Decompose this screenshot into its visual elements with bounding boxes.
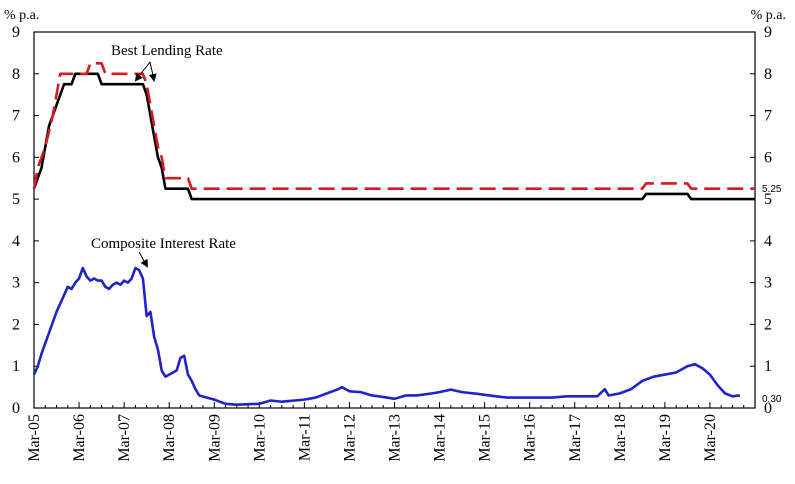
right-tick-label-4: 4	[764, 233, 772, 250]
left-tick-label-0: 0	[12, 400, 20, 417]
left-tick-label-9: 9	[12, 24, 20, 41]
x-tick-label-5: Mar-10	[251, 414, 268, 462]
right-unit-label: % p.a.	[751, 8, 786, 23]
end-label-best-lending-rate: 5.25	[762, 184, 782, 195]
right-tick-label-1: 1	[764, 358, 772, 375]
x-tick-label-10: Mar-15	[477, 414, 494, 462]
right-tick-label-7: 7	[764, 108, 772, 125]
x-tick-label-14: Mar-19	[657, 414, 674, 462]
x-tick-label-8: Mar-13	[387, 414, 404, 462]
best-lending-rate-arrow-1	[134, 61, 151, 82]
best-lending-rate-label: Best Lending Rate	[111, 43, 223, 59]
best-lending-rate-upper-line	[32, 62, 755, 190]
x-axis: Mar-05 Mar-06 Mar-07 Mar-08 Mar-09 Mar-10 Mar-…	[26, 402, 756, 462]
left-tick-label-3: 3	[12, 275, 20, 292]
x-tick-label-7: Mar-12	[341, 414, 358, 462]
left-axis: 0 1 2 3 4 5 6 7 8 9	[12, 24, 39, 417]
best-lending-rate-lower-line	[32, 72, 755, 201]
plot-frame	[33, 31, 756, 409]
x-tick-label-6: Mar-11	[296, 414, 313, 461]
best-lending-rate-arrow-2	[148, 61, 157, 82]
x-tick-label-11: Mar-16	[522, 414, 539, 462]
x-tick-label-15: Mar-20	[702, 414, 719, 462]
series-layer	[32, 62, 755, 406]
left-tick-label-8: 8	[12, 66, 20, 83]
right-tick-label-2: 2	[764, 316, 772, 333]
right-tick-label-8: 8	[764, 66, 772, 83]
x-tick-label-13: Mar-18	[612, 414, 629, 462]
right-axis: 0 1 2 3 4 5 6 7 8 9	[750, 24, 772, 417]
composite-interest-rate-label: Composite Interest Rate	[91, 236, 236, 252]
right-tick-label-6: 6	[764, 149, 772, 166]
left-unit-label: % p.a.	[4, 8, 39, 23]
right-tick-label-5: 5	[764, 191, 772, 208]
x-tick-label-9: Mar-14	[432, 414, 449, 462]
x-tick-label-1: Mar-06	[71, 414, 88, 462]
x-tick-label-3: Mar-08	[161, 414, 178, 462]
x-tick-label-0: Mar-05	[26, 414, 43, 462]
left-tick-label-5: 5	[12, 191, 20, 208]
left-tick-label-2: 2	[12, 316, 20, 333]
x-tick-label-4: Mar-09	[206, 414, 223, 462]
composite-interest-rate-arrow	[138, 251, 148, 268]
x-tick-label-12: Mar-17	[567, 414, 584, 462]
left-tick-label-1: 1	[12, 358, 20, 375]
right-tick-label-3: 3	[764, 275, 772, 292]
left-tick-label-4: 4	[12, 233, 20, 250]
left-tick-label-7: 7	[12, 108, 20, 125]
x-tick-label-2: Mar-07	[116, 414, 133, 462]
end-label-composite-rate: 0.30	[762, 394, 782, 405]
right-tick-label-0: 0	[764, 400, 772, 417]
left-tick-label-6: 6	[12, 149, 20, 166]
right-tick-label-9: 9	[764, 24, 772, 41]
composite-interest-rate-line	[32, 266, 741, 406]
